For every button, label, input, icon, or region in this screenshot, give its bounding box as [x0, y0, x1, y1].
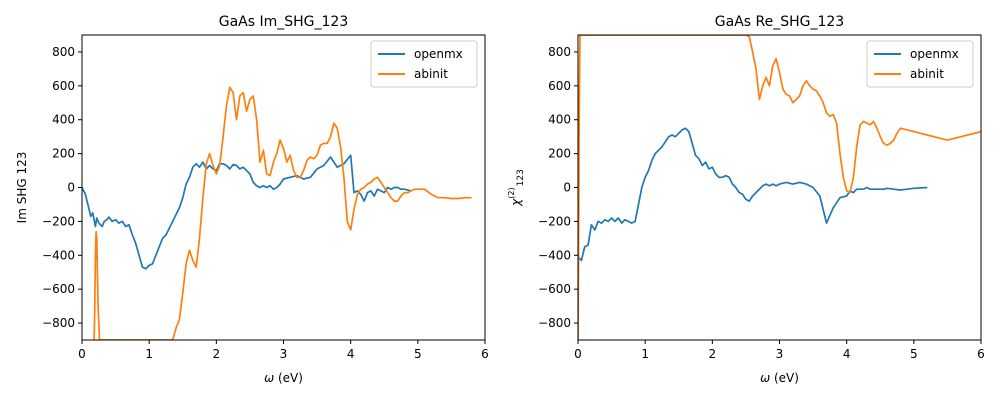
legend-label-abinit: abinit	[910, 67, 944, 81]
y-tick-label: −600	[538, 282, 571, 296]
y-tick-label: −200	[42, 214, 75, 228]
x-axis-label: ω (eV)	[264, 371, 303, 385]
x-tick-label: 4	[843, 347, 851, 361]
legend: openmx abinit	[866, 40, 974, 88]
x-tick-label: 0	[78, 347, 86, 361]
y-tick-label: −400	[538, 248, 571, 262]
x-tick-label: 5	[910, 347, 918, 361]
x-tick-label: 3	[776, 347, 784, 361]
plot-frame	[577, 34, 982, 341]
x-tick-label: 4	[347, 347, 355, 361]
chart-im-shg: GaAs Im_SHG_123 0 1 2 3 4 5 6−800−600−400−2000…	[15, 14, 489, 385]
x-tick-label: 5	[414, 347, 422, 361]
plot-frame	[81, 34, 486, 341]
x-axis-symbol: ω	[760, 371, 770, 385]
y-tick-label: 200	[52, 147, 75, 161]
y-tick-label: 200	[548, 147, 571, 161]
y-tick-label: −600	[42, 282, 75, 296]
y-tick-label: 400	[548, 113, 571, 127]
y-axis-superscript: (2)	[507, 187, 516, 198]
y-tick-label: 0	[563, 181, 571, 195]
x-tick-label: 2	[709, 347, 717, 361]
x-tick-label: 0	[574, 347, 582, 361]
series-layer	[82, 86, 472, 340]
chart-re-shg: GaAs Re_SHG_123 0 1 2 3 4 5 6−800−600−400−2000…	[507, 14, 985, 385]
x-tick-label: 1	[145, 347, 153, 361]
legend: openmx abinit	[370, 40, 478, 88]
y-tick-label: 600	[52, 79, 75, 93]
x-axis-label: ω (eV)	[760, 371, 799, 385]
series-layer	[578, 35, 981, 340]
x-tick-label: 6	[977, 347, 985, 361]
legend-frame	[866, 40, 974, 88]
y-tick-label: −800	[42, 316, 75, 330]
y-tick-label: 600	[548, 79, 571, 93]
y-tick-label: 0	[67, 181, 75, 195]
y-axis-label: Im SHG 123	[15, 152, 29, 224]
y-tick-label: −400	[42, 248, 75, 262]
y-axis-chi: χ	[509, 198, 523, 207]
x-tick-label: 6	[481, 347, 489, 361]
x-axis-symbol: ω	[264, 371, 274, 385]
y-axis-label: χ(2)123	[507, 169, 526, 207]
x-tick-label: 3	[280, 347, 288, 361]
y-tick-label: 800	[548, 45, 571, 59]
ticks-layer: 0 1 2 3 4 5 6 −800 −600 −400 −200 0 200 400 600 800	[538, 45, 985, 361]
y-tick-label: −200	[538, 214, 571, 228]
y-axis-subscript: 123	[516, 169, 526, 186]
legend-label-openmx: openmx	[414, 47, 463, 61]
chart-title: GaAs Im_SHG_123	[219, 14, 349, 30]
ticks-layer: 0 1 2 3 4 5 6 −800 −600 −400 −200 0 200 400 600 800	[42, 45, 489, 361]
x-tick-label: 1	[641, 347, 649, 361]
series-line-abinit	[578, 35, 981, 340]
legend-frame	[370, 40, 478, 88]
series-line-abinit	[93, 86, 472, 340]
y-tick-label: 400	[52, 113, 75, 127]
legend-label-abinit: abinit	[414, 67, 448, 81]
y-tick-label: 800	[52, 45, 75, 59]
x-tick-label: 2	[213, 347, 221, 361]
y-tick-label: −800	[538, 316, 571, 330]
chart-title: GaAs Re_SHG_123	[715, 14, 844, 30]
x-axis-unit: (eV)	[274, 371, 303, 385]
legend-label-openmx: openmx	[910, 47, 959, 61]
series-line-openmx	[578, 127, 928, 262]
series-line-openmx	[82, 154, 412, 270]
x-axis-unit: (eV)	[770, 371, 799, 385]
